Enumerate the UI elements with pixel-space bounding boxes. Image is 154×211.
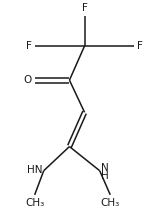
Text: HN: HN — [27, 165, 42, 175]
Text: F: F — [82, 3, 87, 13]
Text: O: O — [23, 75, 32, 85]
Text: F: F — [138, 41, 143, 51]
Text: N: N — [101, 163, 109, 173]
Text: H: H — [101, 171, 109, 181]
Text: CH₃: CH₃ — [101, 198, 120, 208]
Text: CH₃: CH₃ — [25, 198, 44, 208]
Text: F: F — [26, 41, 32, 51]
